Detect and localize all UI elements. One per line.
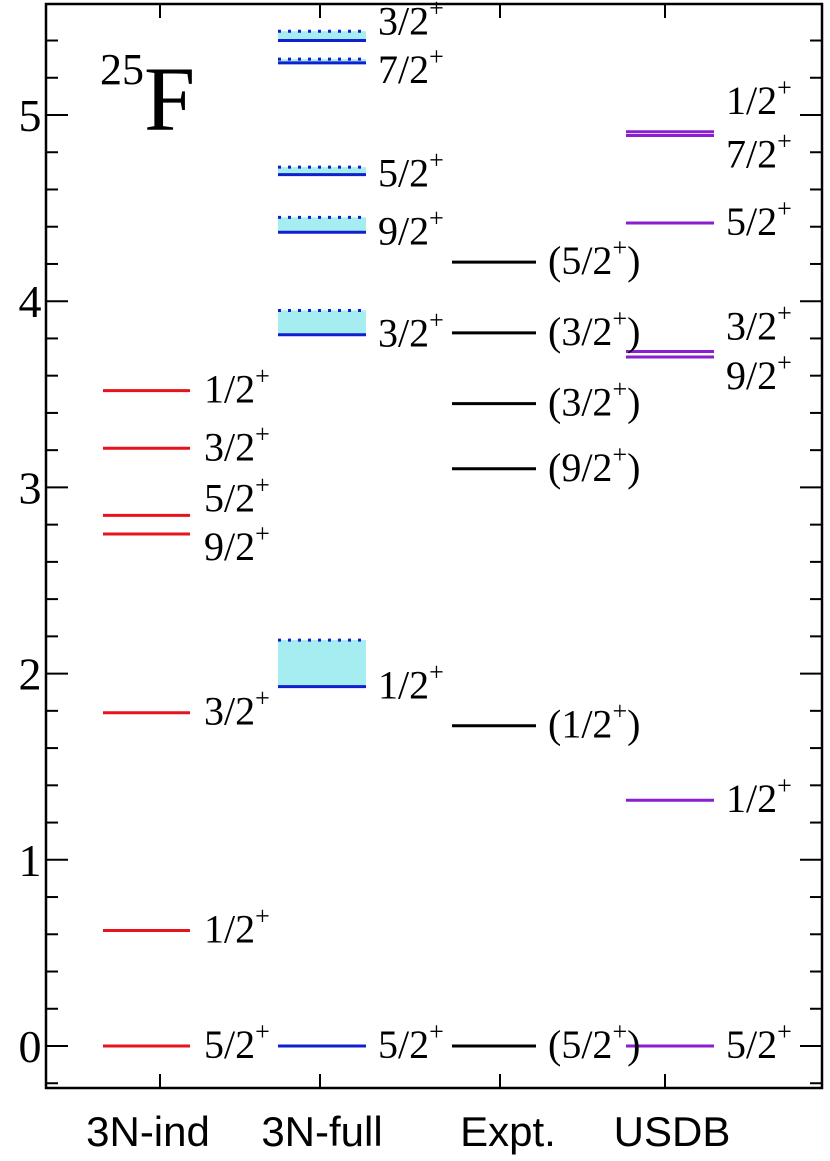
level-label: 9/2+: [378, 203, 444, 253]
y-tick-label: 2: [19, 649, 42, 700]
y-tick-label: 1: [19, 835, 42, 886]
y-tick-label: 3: [19, 462, 42, 513]
level-label: 5/2+: [726, 1017, 792, 1067]
uncertainty-band: [278, 310, 366, 335]
level-label: 7/2+: [378, 42, 444, 92]
uncertainty-band: [278, 217, 366, 233]
level-label: (5/2+): [548, 1017, 640, 1067]
level-label: 5/2+: [204, 1017, 270, 1067]
level-label: 3/2+: [204, 684, 270, 734]
y-tick-label: 0: [19, 1021, 42, 1072]
uncertainty-band: [278, 59, 366, 63]
level-label: 1/2+: [378, 658, 444, 708]
level-lines: [103, 29, 714, 1048]
level-label: 1/2+: [204, 362, 270, 412]
nucleus-mass: 25: [100, 45, 144, 94]
column-label: Expt.: [460, 1108, 556, 1155]
level-label: 7/2+: [726, 126, 792, 176]
nucleus-element: F: [144, 48, 195, 150]
axis-ticks: [46, 4, 822, 1088]
level-label: 5/2+: [204, 470, 270, 520]
level-labels: 5/2+1/2+3/2+9/2+5/2+3/2+1/2+5/2+1/2+3/2+…: [204, 0, 792, 1067]
column-label: 3N-ind: [86, 1108, 210, 1155]
level-label: 9/2+: [726, 348, 792, 398]
uncertainty-band: [278, 167, 366, 175]
level-label: 5/2+: [726, 194, 792, 244]
y-tick-label: 5: [19, 90, 42, 141]
level-label: 3/2+: [378, 0, 444, 44]
nucleus-label: 25F: [100, 45, 195, 150]
level-label: 1/2+: [726, 73, 792, 123]
level-label: (3/2+): [548, 304, 640, 354]
level-label: 5/2+: [378, 1017, 444, 1067]
level-label: 3/2+: [378, 306, 444, 356]
plot-frame: [44, 2, 824, 1090]
y-tick-label: 4: [19, 276, 42, 327]
uncertainty-band: [278, 640, 366, 687]
level-label: 5/2+: [378, 146, 444, 196]
level-label: 9/2+: [204, 519, 270, 569]
column-label: 3N-full: [261, 1108, 382, 1155]
column-labels: 3N-ind 3N-full Expt. USDB: [86, 1108, 730, 1155]
level-label: 1/2+: [726, 771, 792, 821]
level-label: (5/2+): [548, 233, 640, 283]
level-label: 1/2+: [204, 902, 270, 952]
level-label: (3/2+): [548, 375, 640, 425]
level-label: (9/2+): [548, 440, 640, 490]
uncertainty-band: [278, 31, 366, 41]
level-label: (1/2+): [548, 697, 640, 747]
y-axis-tick-labels: 0 1 2 3 4 5: [19, 90, 42, 1072]
level-label: 3/2+: [204, 419, 270, 469]
level-label: 3/2+: [726, 298, 792, 348]
column-label: USDB: [614, 1108, 731, 1155]
